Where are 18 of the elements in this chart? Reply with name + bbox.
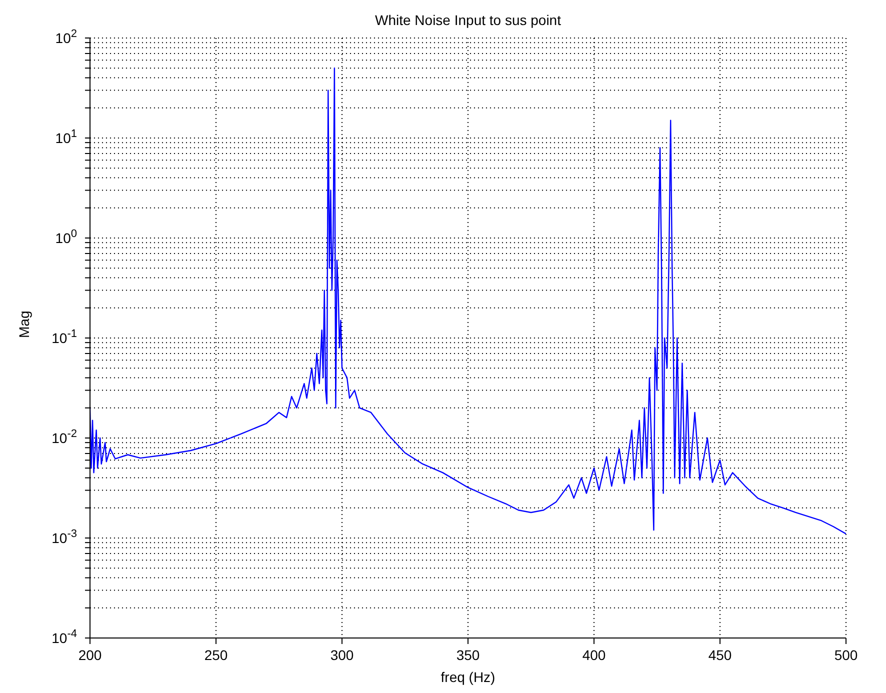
x-tick-label: 200	[78, 647, 102, 663]
x-axis-title: freq (Hz)	[440, 669, 496, 685]
x-tick-label: 250	[204, 647, 228, 663]
y-tick-label: 10$^{-1}$	[52, 328, 77, 346]
y-tick-label: 10$^{-3}$	[52, 528, 77, 546]
x-tick-label: 450	[708, 647, 732, 663]
y-axis-title: Mag	[16, 310, 32, 338]
line-series	[90, 68, 846, 534]
x-tick-label: 300	[330, 647, 354, 663]
x-tick-label: 350	[456, 647, 480, 663]
y-tick-label: 10$^{-2}$	[52, 428, 77, 446]
y-tick-label: 10$^{-4}$	[52, 628, 77, 646]
y-tick-label: 10$^{2}$	[55, 28, 77, 46]
x-tick-label: 500	[834, 647, 858, 663]
y-tick-label: 10$^{1}$	[55, 128, 77, 146]
chart-title: White Noise Input to sus point	[374, 12, 562, 28]
x-tick-label: 400	[582, 647, 606, 663]
y-tick-label: 10$^{0}$	[55, 228, 77, 246]
